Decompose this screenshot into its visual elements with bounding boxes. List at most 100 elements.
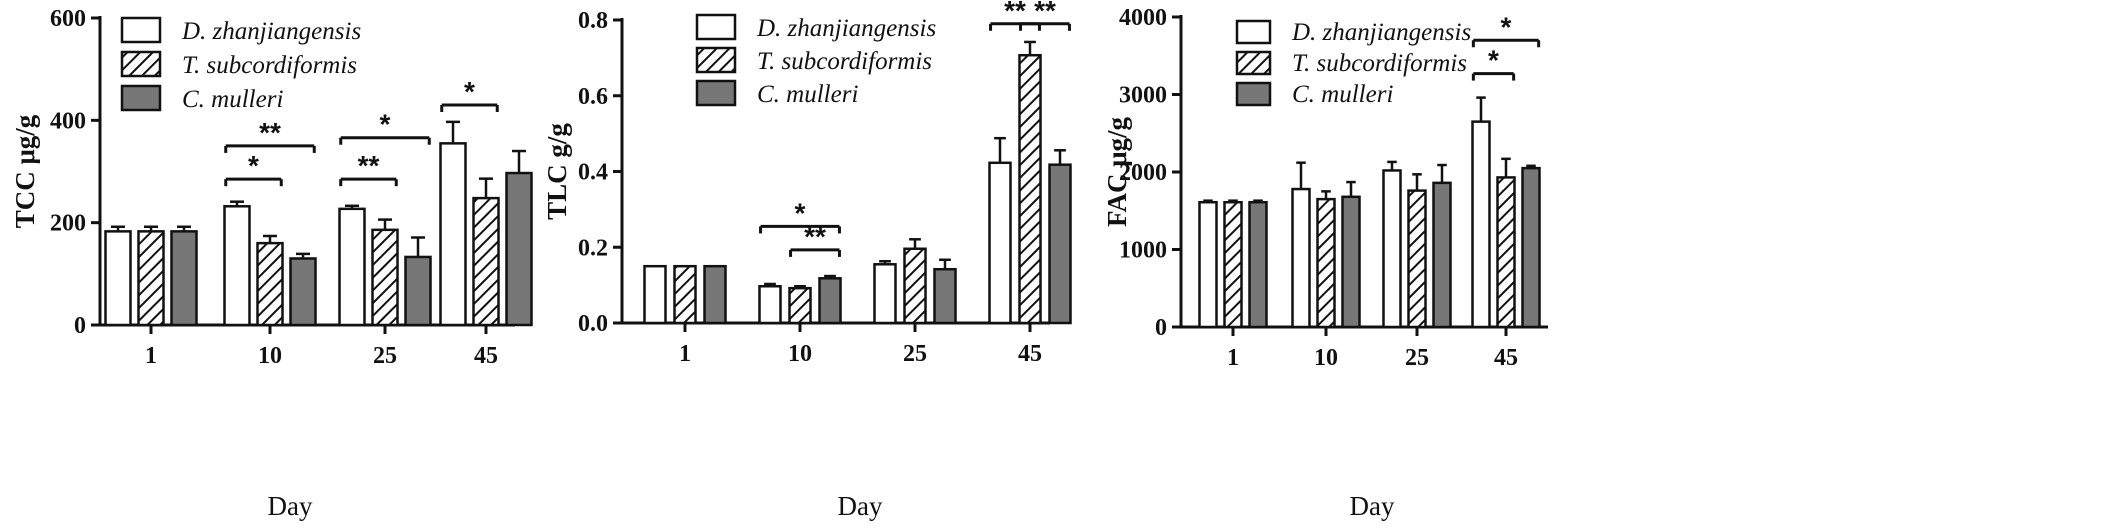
bar bbox=[137, 230, 165, 327]
x-tick-label: 25 bbox=[373, 343, 397, 369]
bar bbox=[1407, 189, 1427, 329]
x-tick-label: 1 bbox=[145, 343, 157, 369]
x-axis-label: Day bbox=[268, 491, 313, 521]
legend-label: T. subcordiformis bbox=[757, 48, 932, 75]
x-tick-label: 45 bbox=[1018, 341, 1042, 367]
bar bbox=[404, 255, 432, 327]
bar bbox=[505, 171, 533, 327]
bar bbox=[104, 230, 132, 327]
legend-label: C. mulleri bbox=[182, 86, 283, 113]
legend-label: D. zhanjiangensis bbox=[756, 15, 936, 42]
x-tick-label: 1 bbox=[679, 341, 691, 367]
bar bbox=[1248, 200, 1268, 329]
bar bbox=[873, 263, 897, 325]
legend-swatch bbox=[1235, 19, 1272, 45]
y-tick-label: 400 bbox=[50, 108, 86, 134]
y-tick-label: 0.2 bbox=[578, 235, 608, 261]
bar bbox=[472, 196, 500, 327]
x-axis-label: Day bbox=[838, 491, 883, 521]
bar bbox=[439, 142, 467, 327]
bar bbox=[223, 205, 251, 327]
bar bbox=[289, 257, 317, 327]
y-axis-label: TLC g/g bbox=[542, 123, 572, 220]
y-tick-label: 0.0 bbox=[578, 311, 608, 337]
bar bbox=[703, 264, 727, 325]
bar bbox=[1316, 197, 1336, 329]
significance-label: ** bbox=[259, 117, 281, 148]
x-tick-label: 10 bbox=[788, 341, 812, 367]
y-tick-label: 200 bbox=[50, 211, 86, 237]
legend-swatch bbox=[120, 16, 162, 44]
significance-label: ** bbox=[1004, 0, 1026, 26]
bar bbox=[1291, 187, 1311, 329]
x-tick-label: 10 bbox=[258, 343, 282, 369]
bar bbox=[1521, 166, 1541, 329]
legend-swatch bbox=[695, 13, 737, 41]
legend-swatch bbox=[695, 79, 737, 107]
bar bbox=[256, 241, 284, 327]
bar bbox=[818, 277, 842, 325]
y-tick-label: 2000 bbox=[1119, 160, 1167, 186]
y-axis-label: TCC μg/g bbox=[10, 114, 40, 228]
x-axis-label: Day bbox=[1350, 491, 1395, 521]
y-tick-label: 0.6 bbox=[578, 84, 608, 110]
significance-label: ** bbox=[804, 221, 826, 252]
significance-label: * bbox=[1501, 11, 1512, 42]
bar bbox=[338, 207, 366, 327]
chart-panel-3: 0 1000 2000 3000 4000 1 10 25 45 FAC μg/g Day ** D. … bbox=[1102, 5, 1548, 521]
bar bbox=[1341, 195, 1361, 329]
legend-label: T. subcordiformis bbox=[182, 52, 357, 79]
significance-label: * bbox=[795, 197, 806, 228]
significance-label: * bbox=[380, 109, 391, 140]
significance-label: * bbox=[248, 150, 259, 181]
x-tick-label: 1 bbox=[1227, 345, 1239, 371]
y-tick-label: 0.4 bbox=[578, 160, 608, 186]
x-tick-label: 10 bbox=[1314, 345, 1338, 371]
legend-label: C. mulleri bbox=[1292, 81, 1393, 108]
bar bbox=[903, 247, 927, 325]
legend-swatch bbox=[1235, 81, 1272, 107]
significance-label: ** bbox=[1034, 0, 1056, 26]
legend-swatch bbox=[120, 84, 162, 112]
bar bbox=[1048, 163, 1072, 325]
y-tick-label: 0 bbox=[1155, 315, 1167, 341]
x-tick-label: 25 bbox=[1405, 345, 1429, 371]
bar bbox=[1432, 181, 1452, 329]
x-tick-label: 25 bbox=[903, 341, 927, 367]
bar bbox=[371, 228, 399, 327]
significance-label: ** bbox=[358, 150, 380, 181]
legend-swatch bbox=[120, 50, 162, 78]
x-tick-label: 45 bbox=[1494, 345, 1518, 371]
legend-swatch bbox=[1235, 50, 1272, 76]
bar bbox=[933, 267, 957, 325]
legend-label: D. zhanjiangensis bbox=[1291, 19, 1471, 46]
bar bbox=[1018, 53, 1042, 325]
bar bbox=[1496, 176, 1516, 329]
y-tick-label: 4000 bbox=[1119, 5, 1167, 31]
y-tick-label: 3000 bbox=[1119, 83, 1167, 109]
y-tick-label: 600 bbox=[50, 6, 86, 32]
significance-label: * bbox=[464, 76, 475, 107]
bar bbox=[1471, 120, 1491, 329]
bar bbox=[1198, 200, 1218, 329]
bar bbox=[1223, 200, 1243, 329]
bar bbox=[1382, 169, 1402, 329]
bar bbox=[758, 285, 782, 325]
legend-label: T. subcordiformis bbox=[1292, 50, 1467, 77]
x-tick-label: 45 bbox=[474, 343, 498, 369]
y-tick-label: 1000 bbox=[1119, 238, 1167, 264]
y-axis-label: FAC μg/g bbox=[1102, 116, 1132, 227]
bar bbox=[788, 286, 812, 325]
bar bbox=[170, 230, 198, 327]
legend-swatch bbox=[695, 46, 737, 74]
bar bbox=[988, 161, 1012, 325]
significance-label: * bbox=[1488, 45, 1499, 76]
bar bbox=[643, 264, 667, 325]
y-tick-label: 0 bbox=[74, 313, 86, 339]
y-tick-label: 0.8 bbox=[578, 8, 608, 34]
legend-label: D. zhanjiangensis bbox=[181, 18, 361, 45]
legend-label: C. mulleri bbox=[757, 81, 858, 108]
